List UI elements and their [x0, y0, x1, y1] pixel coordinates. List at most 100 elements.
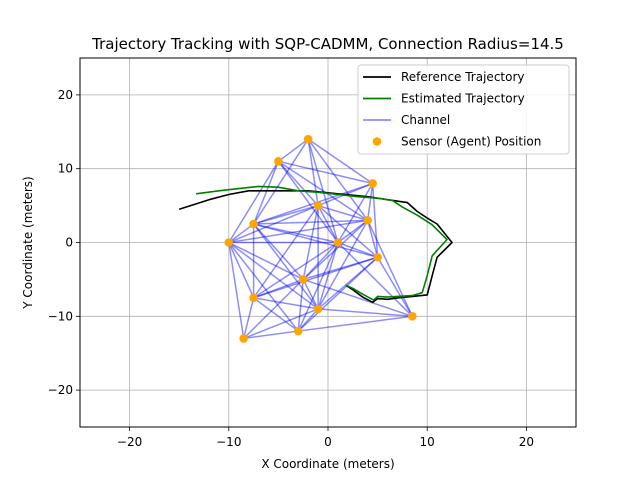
estimated-trajectory-line — [195, 185, 448, 301]
sensor-marker — [224, 238, 234, 247]
legend-label: Reference Trajectory — [401, 70, 525, 84]
channel-line — [252, 205, 319, 299]
channel-line — [307, 138, 339, 243]
y-axis-label: Y Coordinate (meters) — [21, 176, 35, 309]
channel-line — [318, 308, 413, 318]
sensor-marker — [303, 134, 313, 144]
channel-line — [297, 308, 319, 332]
sensor-marker — [249, 293, 258, 303]
legend-swatch — [372, 137, 382, 146]
legend-label: Sensor (Agent) Position — [401, 135, 541, 149]
sensor-marker — [293, 326, 303, 336]
sensor-marker — [313, 201, 323, 210]
trajectory-series — [178, 185, 453, 304]
channel-line — [228, 241, 304, 281]
channel-line — [253, 256, 378, 299]
channel-line — [317, 204, 368, 222]
channel-line — [243, 330, 299, 340]
x-tick-label: −20 — [117, 435, 142, 449]
x-tick-label: 20 — [519, 435, 534, 449]
channel-line — [228, 204, 319, 244]
sensor-markers — [224, 134, 417, 343]
channel-line — [253, 204, 319, 225]
reference-trajectory-line — [178, 190, 453, 304]
x-tick-label: −10 — [216, 435, 241, 449]
sensor-marker — [298, 275, 308, 284]
channel-line — [337, 219, 369, 244]
channel-line — [317, 205, 339, 243]
x-tick-label: 0 — [324, 435, 332, 449]
y-tick-label: 0 — [65, 236, 73, 250]
channel-line — [243, 278, 304, 339]
channel-line — [253, 223, 319, 310]
channel-line — [366, 220, 414, 317]
y-tick-label: 10 — [58, 162, 73, 176]
channel-line — [253, 223, 339, 244]
channel-line — [253, 278, 304, 299]
sensor-marker — [363, 216, 372, 225]
channel-line — [228, 223, 255, 244]
channel-line — [317, 205, 379, 258]
channel-line — [253, 219, 368, 225]
channel-line — [297, 279, 304, 332]
channel-line — [228, 242, 255, 299]
x-axis-label: X Coordinate (meters) — [261, 457, 394, 471]
channel-line — [228, 219, 368, 244]
channel-line — [317, 256, 379, 310]
channel-line — [376, 256, 413, 317]
channel-line — [277, 160, 369, 221]
channel-line — [228, 160, 280, 243]
channel-line — [337, 241, 413, 317]
channel-line — [243, 308, 319, 340]
channel-line — [317, 242, 339, 310]
channel-line — [253, 223, 304, 280]
sensor-marker — [368, 179, 377, 188]
channel-line — [337, 183, 374, 243]
channel-line — [302, 279, 319, 310]
y-tick-label: 20 — [58, 88, 73, 102]
channel-line — [242, 297, 255, 339]
channel-line — [366, 183, 374, 221]
x-tick-label: 10 — [420, 435, 435, 449]
y-tick-label: −20 — [48, 383, 73, 397]
channel-line — [366, 220, 379, 258]
sensor-marker — [408, 312, 417, 321]
channel-line — [302, 205, 319, 280]
channel-line — [277, 160, 319, 207]
channel-line — [298, 315, 413, 332]
channel-line — [302, 256, 378, 281]
sensor-marker — [249, 219, 258, 229]
channel-line — [307, 138, 369, 221]
axis-ticks: −20 −10 0 10 20 −20 −10 0 10 20 — [48, 88, 534, 449]
channel-line — [317, 219, 369, 310]
sensor-marker — [373, 252, 382, 262]
channel-line — [302, 241, 339, 280]
channel-line — [371, 183, 379, 258]
sensor-marker — [313, 304, 323, 314]
legend-box — [357, 64, 570, 155]
legend-label: Channel — [401, 113, 450, 127]
channel-line — [278, 160, 373, 185]
channel-line — [253, 223, 378, 258]
channel-line — [228, 242, 299, 332]
channel-line — [253, 182, 373, 225]
channel-line — [253, 297, 319, 310]
channel-line — [228, 241, 319, 310]
sensor-marker — [274, 157, 283, 166]
channel-line — [277, 160, 339, 243]
sensor-marker — [333, 238, 343, 247]
legend: Reference Trajectory Estimated Trajectory… — [357, 64, 570, 155]
channel-line — [337, 241, 378, 258]
channel-line — [228, 242, 245, 339]
legend-label: Estimated Trajectory — [401, 92, 525, 106]
channel-line — [302, 219, 369, 280]
channel-line — [297, 242, 339, 332]
chart-title: Trajectory Tracking with SQP-CADMM, Conn… — [91, 35, 564, 53]
channel-line — [307, 138, 374, 185]
y-tick-label: −10 — [48, 309, 73, 323]
channel-lines — [228, 138, 414, 340]
channel-line — [297, 256, 379, 332]
channel-line — [307, 139, 319, 206]
channel-line — [277, 138, 309, 162]
